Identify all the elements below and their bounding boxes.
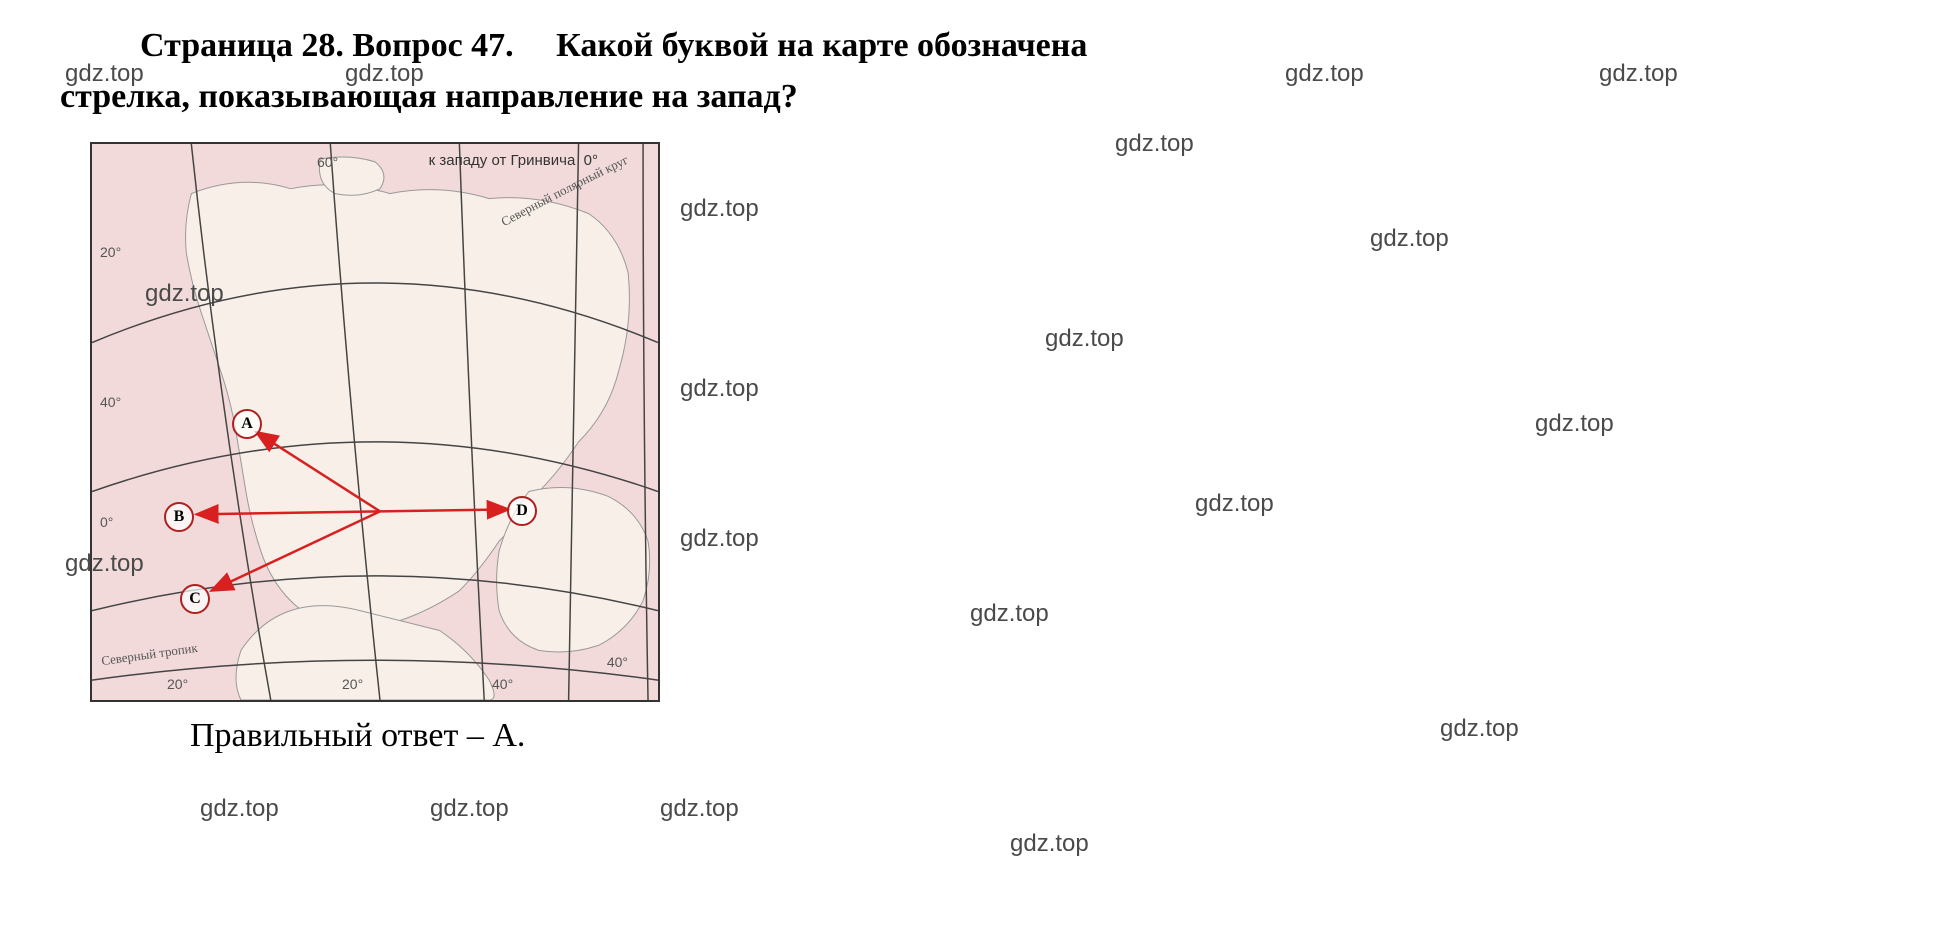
page-question-number: Страница 28. Вопрос 47. <box>140 27 514 64</box>
watermark: gdz.top <box>1010 830 1089 858</box>
content-row: Северный полярный круг Северный тропик к… <box>60 142 1887 717</box>
circle-label-c: C <box>180 584 210 614</box>
circle-label-a: A <box>232 409 262 439</box>
degree-label-60: 60° <box>317 154 338 170</box>
watermark: gdz.top <box>200 795 279 823</box>
header-line-1: Страница 28. Вопрос 47. Какой буквой на … <box>60 20 1887 71</box>
watermark: gdz.top <box>430 795 509 823</box>
question-text-part1: Какой буквой на карте обозначена <box>556 27 1087 64</box>
circle-label-b: B <box>164 502 194 532</box>
degree-label-40-left: 40° <box>100 394 121 410</box>
map-container: Северный полярный круг Северный тропик к… <box>90 142 660 702</box>
map-title: к западу от Гринвича 0° <box>429 152 598 169</box>
map-title-text: к западу от Гринвича <box>429 152 576 169</box>
degree-label-20-left: 20° <box>100 244 121 260</box>
degree-label-20-b1: 20° <box>167 676 188 692</box>
question-header: Страница 28. Вопрос 47. Какой буквой на … <box>60 20 1887 122</box>
map-svg: Северный полярный круг Северный тропик <box>92 144 658 700</box>
degree-label-40-b2: 40° <box>607 654 628 670</box>
answer-text: Правильный ответ – А. <box>190 717 1887 755</box>
watermark: gdz.top <box>660 795 739 823</box>
degree-label-40-b1: 40° <box>492 676 513 692</box>
degree-label-20-b2: 20° <box>342 676 363 692</box>
degree-label-0-left: 0° <box>100 514 113 530</box>
zero-degree: 0° <box>584 152 598 169</box>
header-line-2: стрелка, показывающая направление на зап… <box>60 71 1887 122</box>
circle-label-d: D <box>507 496 537 526</box>
